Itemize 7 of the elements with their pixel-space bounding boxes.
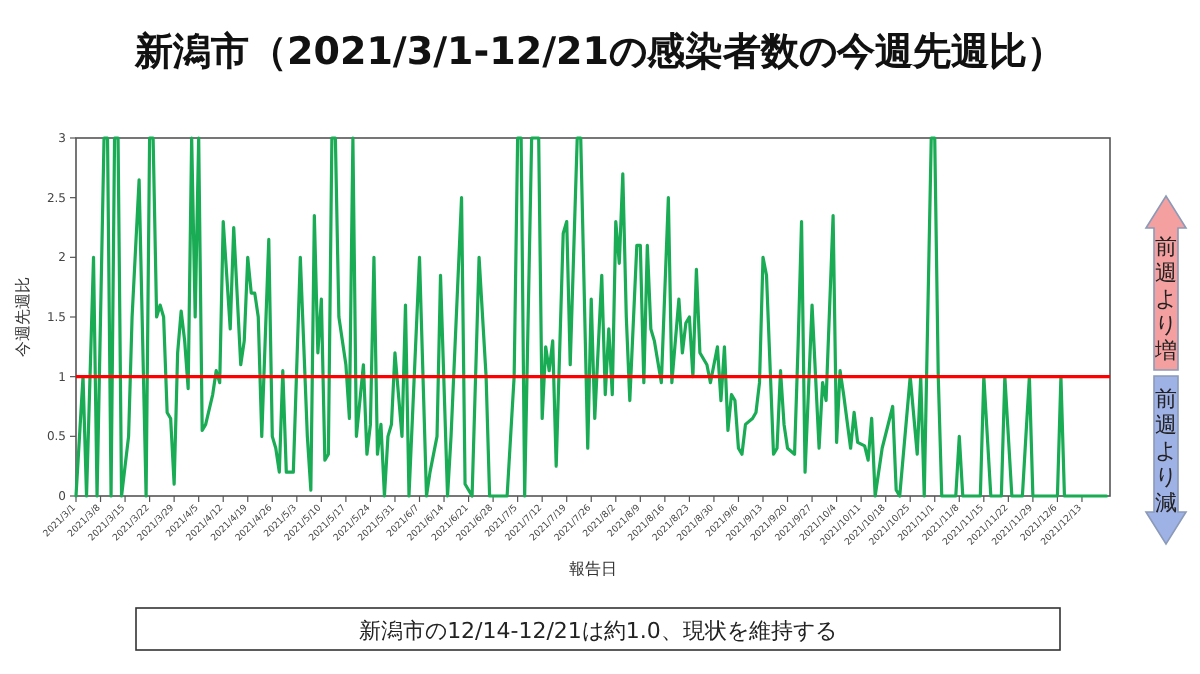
- text: 新潟市の12/14-12/21は約1.0、現状を維持する: [359, 618, 837, 644]
- x-axis-title: 報告日: [569, 560, 617, 578]
- y-axis-title: 今週先週比: [14, 277, 32, 357]
- text: 前週より減: [1155, 386, 1177, 516]
- line-series: [74, 136, 1109, 498]
- text: 前週より増: [1153, 234, 1177, 364]
- chart-title: 新潟市（2021/3/1-12/21の感染者数の今週先週比）: [133, 30, 1065, 74]
